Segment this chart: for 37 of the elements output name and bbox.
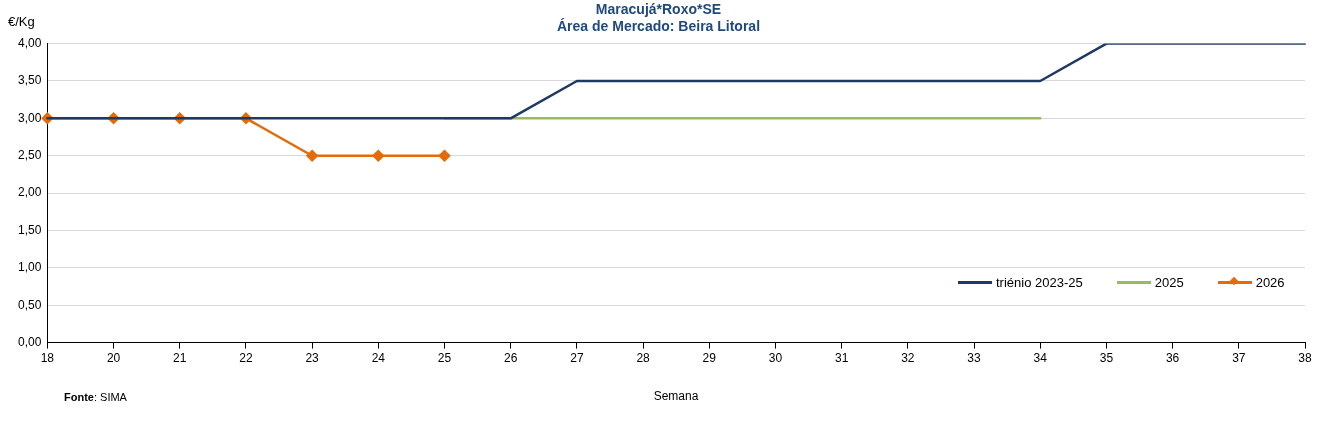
y-tick-label: 1,50 (18, 222, 42, 237)
x-tick-label: 22 (239, 351, 253, 366)
x-tick-label: 26 (504, 351, 518, 366)
x-tick-label: 37 (1232, 351, 1246, 366)
y-tick-label: 3,00 (18, 110, 42, 125)
x-tick-label: 24 (371, 351, 386, 366)
x-tick-label: 23 (305, 351, 320, 366)
x-tick-label: 20 (106, 351, 121, 366)
x-tick-label: 34 (1033, 351, 1048, 366)
x-tick-label: 27 (570, 351, 584, 366)
legend-label: triénio 2023-25 (996, 274, 1083, 290)
x-tick-label: 25 (437, 351, 452, 366)
x-tick-label: 33 (967, 351, 982, 366)
y-tick-label: 1,00 (18, 260, 42, 275)
y-tick-label: 4,00 (18, 35, 42, 50)
y-tick-label: 2,00 (18, 185, 42, 200)
x-tick-label: 31 (834, 351, 849, 366)
x-tick-label: 32 (901, 351, 915, 366)
x-axis-title: Semana (653, 388, 699, 403)
y-tick-label: 0,50 (18, 297, 42, 312)
x-tick-label: 29 (702, 351, 717, 366)
y-tick-label: 0,00 (18, 334, 42, 349)
x-tick-label: 30 (768, 351, 783, 366)
x-tick-label: 28 (636, 351, 651, 366)
x-tick-label: 18 (40, 351, 55, 366)
chart-subtitle: Área de Mercado: Beira Litoral (556, 18, 761, 35)
legend-label: 2026 (1255, 274, 1285, 290)
x-tick-label: 35 (1099, 351, 1114, 366)
x-tick-label: 36 (1165, 351, 1180, 366)
y-tick-label: 3,50 (18, 73, 42, 88)
y-axis-title: €/Kg (8, 13, 35, 29)
y-tick-label: 2,50 (18, 148, 42, 163)
chart-title: Maracujá*Roxo*SE (595, 1, 722, 18)
legend-label: 2025 (1154, 274, 1184, 290)
x-tick-label: 21 (173, 351, 187, 366)
x-tick-label: 38 (1298, 351, 1312, 366)
source-note: Fonte: SIMA (64, 390, 127, 403)
